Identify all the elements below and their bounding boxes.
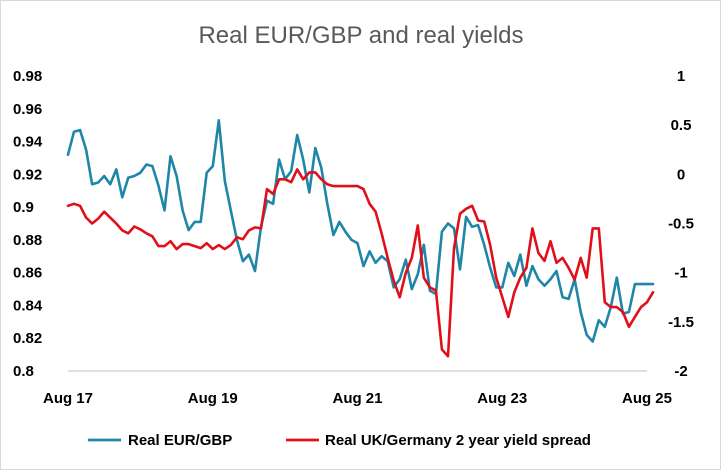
y-left-tick-label: 0.84 [13,297,43,314]
x-tick-label: Aug 25 [622,390,672,407]
series-line-real-eurgbp [66,119,655,343]
x-tick-label: Aug 19 [188,390,238,407]
y-right-tick-label: -1.5 [668,314,694,331]
x-tick-label: Aug 21 [332,390,382,407]
y-left-tick-label: 0.88 [13,232,42,249]
y-right-tick-label: 0.5 [671,117,692,134]
legend: Real EUR/GBP Real UK/Germany 2 year yield… [88,432,591,449]
legend-label-yield-spread: Real UK/Germany 2 year yield spread [325,432,591,449]
y-left-tick-label: 0.82 [13,330,42,347]
y-left-tick-label: 0.96 [13,101,42,118]
x-tick-label: Aug 23 [477,390,527,407]
x-tick-label: Aug 17 [43,390,93,407]
y-left-tick-label: 0.98 [13,68,42,85]
y-left-tick-label: 0.86 [13,265,42,282]
series-line-yield-spread [66,168,655,358]
y-left-tick-label: 0.92 [13,166,42,183]
y-right-tick-label: -0.5 [668,216,694,233]
y-right-tick-label: -2 [674,363,687,380]
y-right-tick-label: -1 [674,265,687,282]
y-right-tick-label: 1 [677,68,685,85]
y-left-tick-label: 0.94 [13,134,43,151]
plot-area: Aug 17 Aug 19 Aug 21 Aug 23 Aug 25 0.98 0.96 0.… [13,68,694,407]
y-right-tick-label: 0 [677,166,685,183]
chart-title: Real EUR/GBP and real yields [198,22,523,49]
y-left-tick-label: 0.9 [13,199,34,216]
legend-label-real-eurgbp: Real EUR/GBP [128,432,232,449]
y-left-tick-label: 0.8 [13,363,34,380]
